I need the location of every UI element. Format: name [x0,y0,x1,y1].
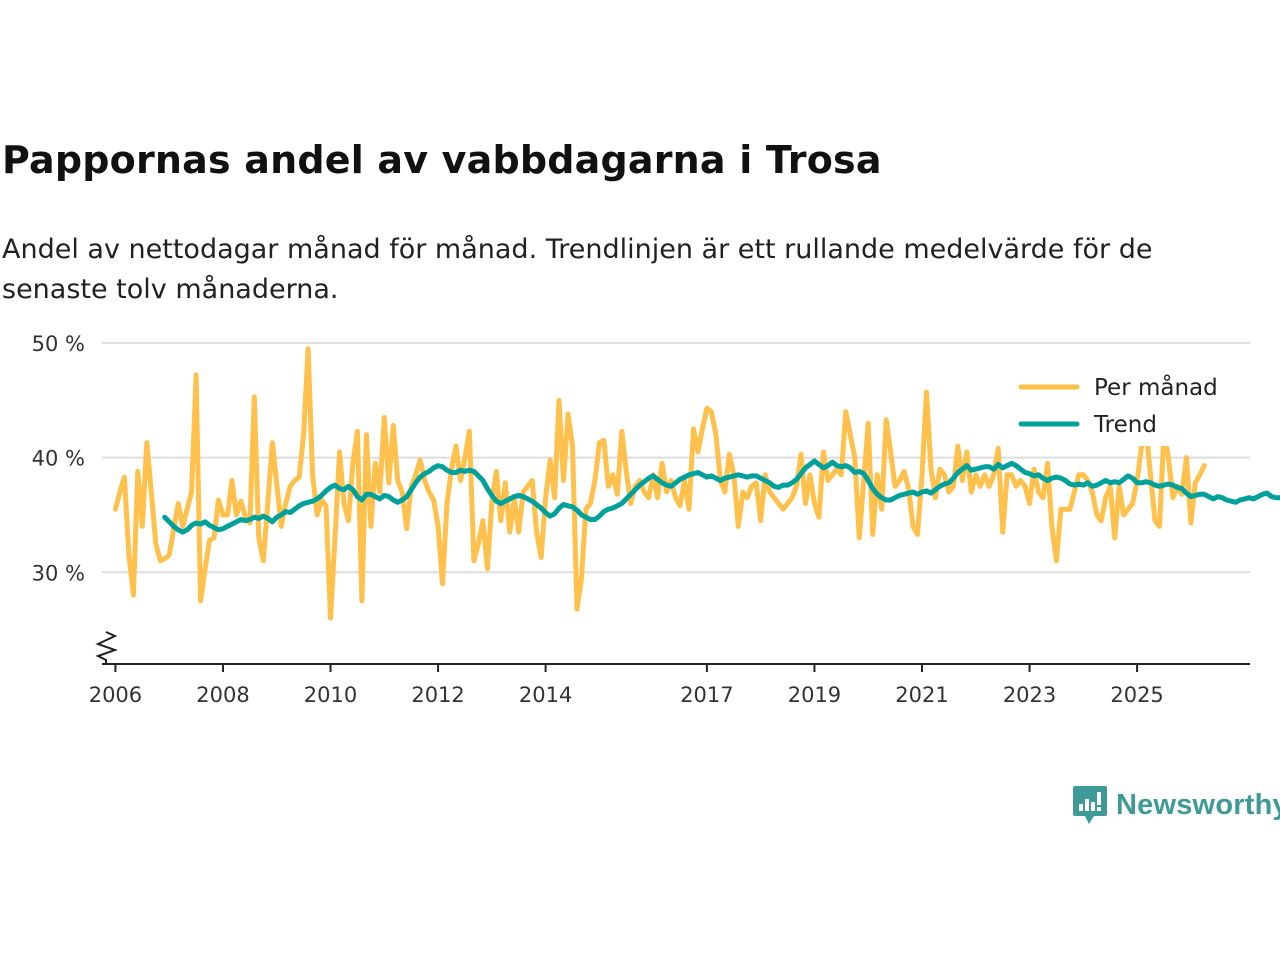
x-tick-label: 2025 [1110,683,1163,707]
brand-logo: Newsworthy [1072,784,1280,826]
x-tick-label: 2023 [1003,683,1056,707]
legend-background [1015,370,1233,446]
legend: Per månad Trend [1015,370,1233,446]
chart-title: Pappornas andel av vabbdagarna i Trosa [2,138,882,182]
series-trend-line [162,458,1280,535]
x-axis: 2006 2008 2010 2012 2014 2017 2019 2021 2023 2025 [89,631,1250,707]
series-layer [112,346,1280,621]
axis-break-icon [95,631,119,664]
x-tick-label: 2021 [895,683,948,707]
x-tick-label: 2008 [196,683,249,707]
x-tick-label: 2019 [788,683,841,707]
x-tick-label: 2017 [680,683,733,707]
x-tick-label: 2012 [411,683,464,707]
y-axis-ticks: 30 % 40 % 50 % [32,332,85,585]
x-tick-label: 2014 [519,683,572,707]
y-tick-label: 30 % [32,561,85,585]
chart-subtitle: Andel av nettodagar månad för månad. Tre… [2,234,1153,305]
brand-name: Newsworthy [1116,788,1280,821]
y-tick-label: 50 % [32,332,85,356]
x-tick-label: 2010 [304,683,357,707]
legend-label-monthly: Per månad [1094,373,1218,401]
x-tick-label: 2006 [89,683,142,707]
legend-label-trend: Trend [1093,412,1157,438]
y-tick-label: 40 % [32,447,85,471]
grid-lines [102,341,1250,574]
newsworthy-logo-icon [1073,786,1107,824]
